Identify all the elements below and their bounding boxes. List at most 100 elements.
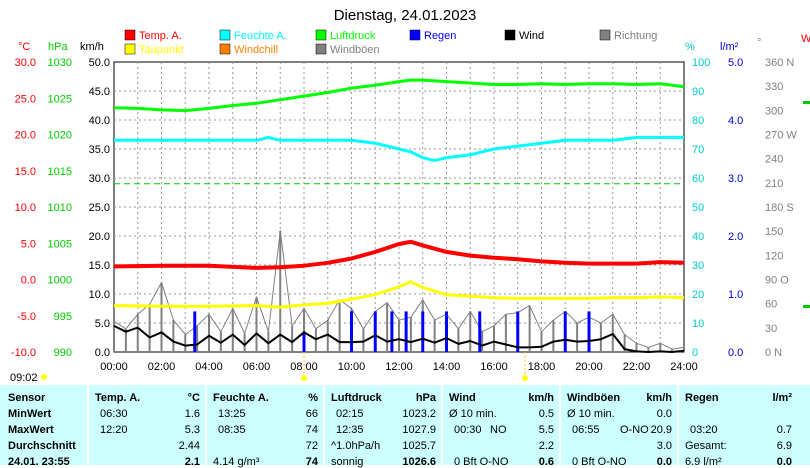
header-hum-unit: % bbox=[308, 392, 318, 404]
avg-hum: 72 bbox=[305, 440, 318, 452]
temp-tick: 5.0 bbox=[21, 238, 36, 250]
dir-tick: 210 bbox=[765, 178, 783, 190]
rain-bar bbox=[445, 311, 448, 352]
press-marker bbox=[803, 101, 810, 104]
avg-rain: 6.9 bbox=[776, 440, 792, 452]
max-temp-time: 12:20 bbox=[100, 424, 128, 436]
x-tick: 00:00 bbox=[100, 361, 128, 373]
legend-label: Windchill bbox=[234, 44, 278, 56]
series-line-luftdruck bbox=[113, 78, 685, 113]
header-gust-unit: km/h bbox=[646, 392, 672, 404]
x-tick: 24:00 bbox=[670, 361, 698, 373]
min-press-time: 02:15 bbox=[336, 408, 364, 420]
axis-title-temp: °C bbox=[18, 41, 30, 53]
weather-chart: Dienstag, 24.01.2023 Temp. A. Feuchte A. L… bbox=[10, 7, 810, 384]
min-temp-time: 06:30 bbox=[100, 408, 128, 420]
x-tick: 18:00 bbox=[528, 361, 556, 373]
legend-label: Richtung bbox=[614, 30, 657, 42]
side-label: W bbox=[801, 33, 810, 45]
min-gust: 0.0 bbox=[656, 408, 672, 420]
rain-bar bbox=[390, 311, 394, 352]
series-line-feuchte-a- bbox=[114, 135, 684, 163]
wind-tick: 10.0 bbox=[89, 289, 110, 301]
wind-tick: 25.0 bbox=[89, 202, 110, 214]
axis-title-press: hPa bbox=[48, 41, 68, 53]
x-tick: 16:00 bbox=[480, 361, 508, 373]
sun-icon bbox=[41, 374, 47, 380]
axis-title-wind: km/h bbox=[80, 41, 104, 53]
wind-tick: 40.0 bbox=[89, 115, 110, 127]
now-press: 1026.6 bbox=[402, 456, 436, 468]
x-tick: 14:00 bbox=[433, 361, 461, 373]
max-hum-time: 08:35 bbox=[218, 424, 246, 436]
dir-tick: 60 bbox=[765, 299, 777, 311]
min-wind: 0.5 bbox=[538, 408, 554, 420]
legend-label: Taupunkt bbox=[139, 44, 184, 56]
rain-bar bbox=[587, 311, 591, 352]
now-wind-bft: 0 Bft O-NO bbox=[454, 456, 509, 468]
wind-tick: 0.0 bbox=[95, 347, 110, 359]
rain-tick: 1.0 bbox=[728, 289, 743, 301]
min-hum-time: 13:25 bbox=[218, 408, 246, 420]
hum-tick: 90 bbox=[692, 86, 704, 98]
avg-temp: 2.44 bbox=[178, 440, 200, 452]
wind-tick: 15.0 bbox=[89, 260, 110, 272]
press-tick: 1020 bbox=[48, 130, 72, 142]
legend-swatch bbox=[124, 43, 136, 55]
rain-tick: 5.0 bbox=[728, 57, 743, 69]
wind-tick: 50.0 bbox=[89, 57, 110, 69]
chart-title: Dienstag, 24.01.2023 bbox=[334, 7, 477, 24]
row-label-avg: Durchschnitt bbox=[8, 440, 76, 452]
legend-label: Windböen bbox=[330, 44, 380, 56]
now-hum: 74 bbox=[305, 456, 318, 468]
dir-tick: 120 bbox=[765, 250, 783, 262]
header-temp: Temp. A. bbox=[95, 392, 141, 404]
rain-bar bbox=[404, 311, 408, 352]
header-temp-unit: °C bbox=[187, 392, 200, 404]
now-gust-bft: 0 Bft O-NO bbox=[572, 456, 627, 468]
x-tick: 08:00 bbox=[290, 361, 318, 373]
temp-tick: 10.0 bbox=[15, 202, 36, 214]
dir-tick: 300 bbox=[765, 105, 783, 117]
axis-title-rain: l/m² bbox=[720, 41, 739, 53]
now-temp: 2.1 bbox=[184, 456, 200, 468]
rain-bar bbox=[516, 311, 520, 352]
legend-swatch bbox=[219, 29, 231, 41]
header-hum: Feuchte A. bbox=[213, 392, 269, 404]
press-tick: 1000 bbox=[48, 275, 72, 287]
dir-tick: 330 bbox=[765, 81, 783, 93]
statistics-table: Sensor Temp. A. °C Feuchte A. % Luftdruc… bbox=[0, 385, 810, 468]
dir-tick: 240 bbox=[765, 154, 783, 166]
series-line-wind bbox=[113, 325, 685, 353]
legend-swatch bbox=[409, 29, 421, 41]
x-tick: 20:00 bbox=[575, 361, 603, 373]
legend-label: Feuchte A. bbox=[234, 30, 287, 42]
series-layer bbox=[113, 78, 685, 353]
temp-tick: 0.0 bbox=[21, 275, 36, 287]
legend-label: Luftdruck bbox=[330, 30, 376, 42]
wind-tick: 20.0 bbox=[89, 231, 110, 243]
avg-press-note: ^1.0hPa/h bbox=[331, 440, 381, 452]
header-rain: Regen bbox=[685, 392, 719, 404]
max-hum: 74 bbox=[305, 424, 318, 436]
now-weather: sonnig bbox=[331, 456, 364, 468]
legend-swatch bbox=[219, 43, 231, 55]
wind-tick: 30.0 bbox=[89, 173, 110, 185]
x-tick: 02:00 bbox=[148, 361, 176, 373]
row-label-max: MaxWert bbox=[8, 424, 54, 436]
header-sensor: Sensor bbox=[8, 392, 46, 404]
now-hum-abs: 4.14 g/m³ bbox=[213, 456, 260, 468]
x-axis: 00:00 02:00 04:00 06:00 08:00 10:00 12:00 14:00… bbox=[100, 352, 698, 381]
rain-bar bbox=[563, 311, 567, 352]
sunrise-time: 09:02 bbox=[10, 372, 38, 384]
press-tick: 1015 bbox=[48, 166, 72, 178]
header-press-unit: hPa bbox=[415, 392, 436, 404]
legend-swatch bbox=[315, 29, 327, 41]
hum-tick: 30 bbox=[692, 260, 704, 272]
avg-gust: 3.0 bbox=[656, 440, 672, 452]
hum-tick: 20 bbox=[692, 289, 704, 301]
legend-swatch bbox=[599, 29, 611, 41]
press-tick: 1005 bbox=[48, 238, 72, 250]
legend-label: Temp. A. bbox=[139, 30, 182, 42]
max-wind-dir: NO bbox=[490, 424, 507, 436]
